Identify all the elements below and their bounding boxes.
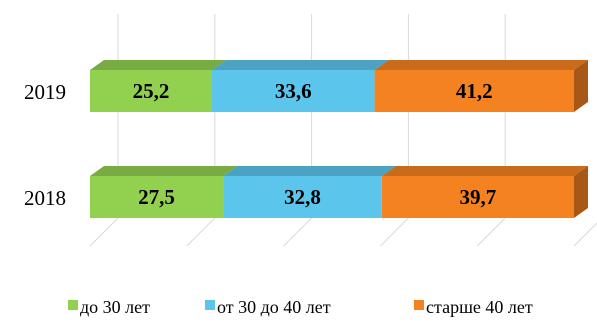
bar-side-face <box>574 60 588 112</box>
bar-side-face <box>574 166 588 218</box>
gridline-floor <box>476 217 506 247</box>
legend-swatch <box>68 300 78 310</box>
bar-segment <box>374 70 574 112</box>
bar-segment <box>381 176 574 218</box>
bar-top-face <box>381 166 588 176</box>
category-label: 2019 <box>24 80 66 104</box>
data-label: 39,7 <box>460 185 497 209</box>
category-label: 2018 <box>24 186 66 210</box>
gridline-floor <box>573 222 597 247</box>
bar-segment <box>211 70 375 112</box>
gridline-floor <box>283 217 312 247</box>
category-axis: 2019 2018 <box>24 80 66 210</box>
legend-label: старше 40 лет <box>426 297 533 317</box>
bar-top-face <box>223 166 396 176</box>
data-label: 33,6 <box>275 79 312 103</box>
data-label: 27,5 <box>138 185 175 209</box>
gridline-floor <box>380 217 409 247</box>
gridline-floor <box>186 217 216 247</box>
legend-label: от 30 до 40 лет <box>217 297 331 317</box>
gridline-floor <box>89 217 119 247</box>
bar-top-face <box>90 166 238 176</box>
legend: до 30 лет от 30 до 40 лет старше 40 лет <box>68 297 533 317</box>
bar-segment <box>90 176 224 218</box>
bar-top-face <box>374 60 588 70</box>
data-label: 41,2 <box>456 79 493 103</box>
bar-top-face <box>90 60 226 70</box>
bars: 25,2 33,6 41,2 27,5 32,8 39,7 <box>90 60 588 218</box>
bar-top-face <box>211 60 389 70</box>
legend-label: до 30 лет <box>80 297 150 317</box>
legend-swatch <box>205 300 215 310</box>
data-label: 32,8 <box>284 185 321 209</box>
bar-segment <box>223 176 382 218</box>
data-label: 25,2 <box>133 79 170 103</box>
bar-segment <box>90 70 212 112</box>
legend-swatch <box>414 300 424 310</box>
